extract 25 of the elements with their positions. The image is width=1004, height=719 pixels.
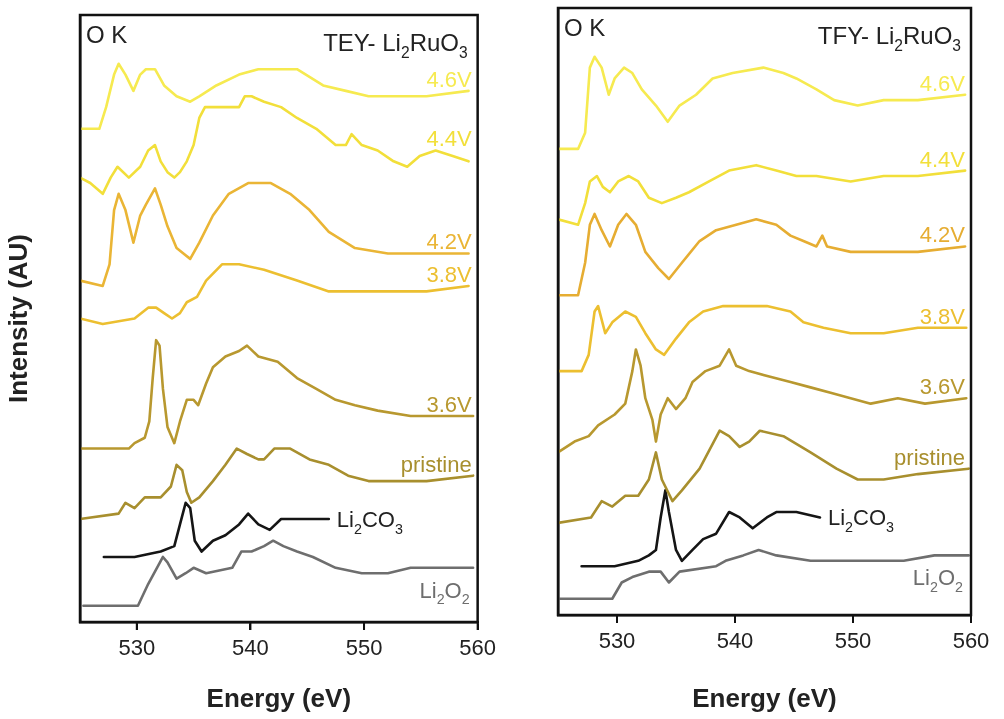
series-label: 3.8V <box>426 261 472 287</box>
x-tick-label: 550 <box>345 635 383 661</box>
x-tick-label: 560 <box>952 628 990 654</box>
series-label: 4.4V <box>426 126 472 152</box>
series-label: 4.6V <box>919 70 966 96</box>
series-label: 4.4V <box>919 146 966 172</box>
x-tick-label: 540 <box>716 628 754 654</box>
series-label: pristine <box>894 444 965 470</box>
x-tick-label: 550 <box>834 628 872 654</box>
series-label: 4.2V <box>919 222 966 248</box>
x-tick-label: 560 <box>459 635 497 661</box>
x-tick-label: 530 <box>598 628 636 654</box>
x-tick-label: 530 <box>118 635 156 661</box>
x-axis-title: Energy (eV) <box>692 682 837 713</box>
x-axis-title: Energy (eV) <box>206 682 352 713</box>
series-label: 4.6V <box>426 66 472 92</box>
series-label: 3.8V <box>919 303 966 329</box>
series-label: 3.6V <box>426 392 472 418</box>
series-label: 4.2V <box>426 229 472 255</box>
text: O K <box>86 21 128 48</box>
y-axis-title: Intensity (AU) <box>2 234 33 403</box>
series-label: pristine <box>400 451 472 477</box>
series-label: 3.6V <box>919 374 966 400</box>
x-tick-label: 540 <box>232 635 269 661</box>
text: O K <box>564 14 606 41</box>
